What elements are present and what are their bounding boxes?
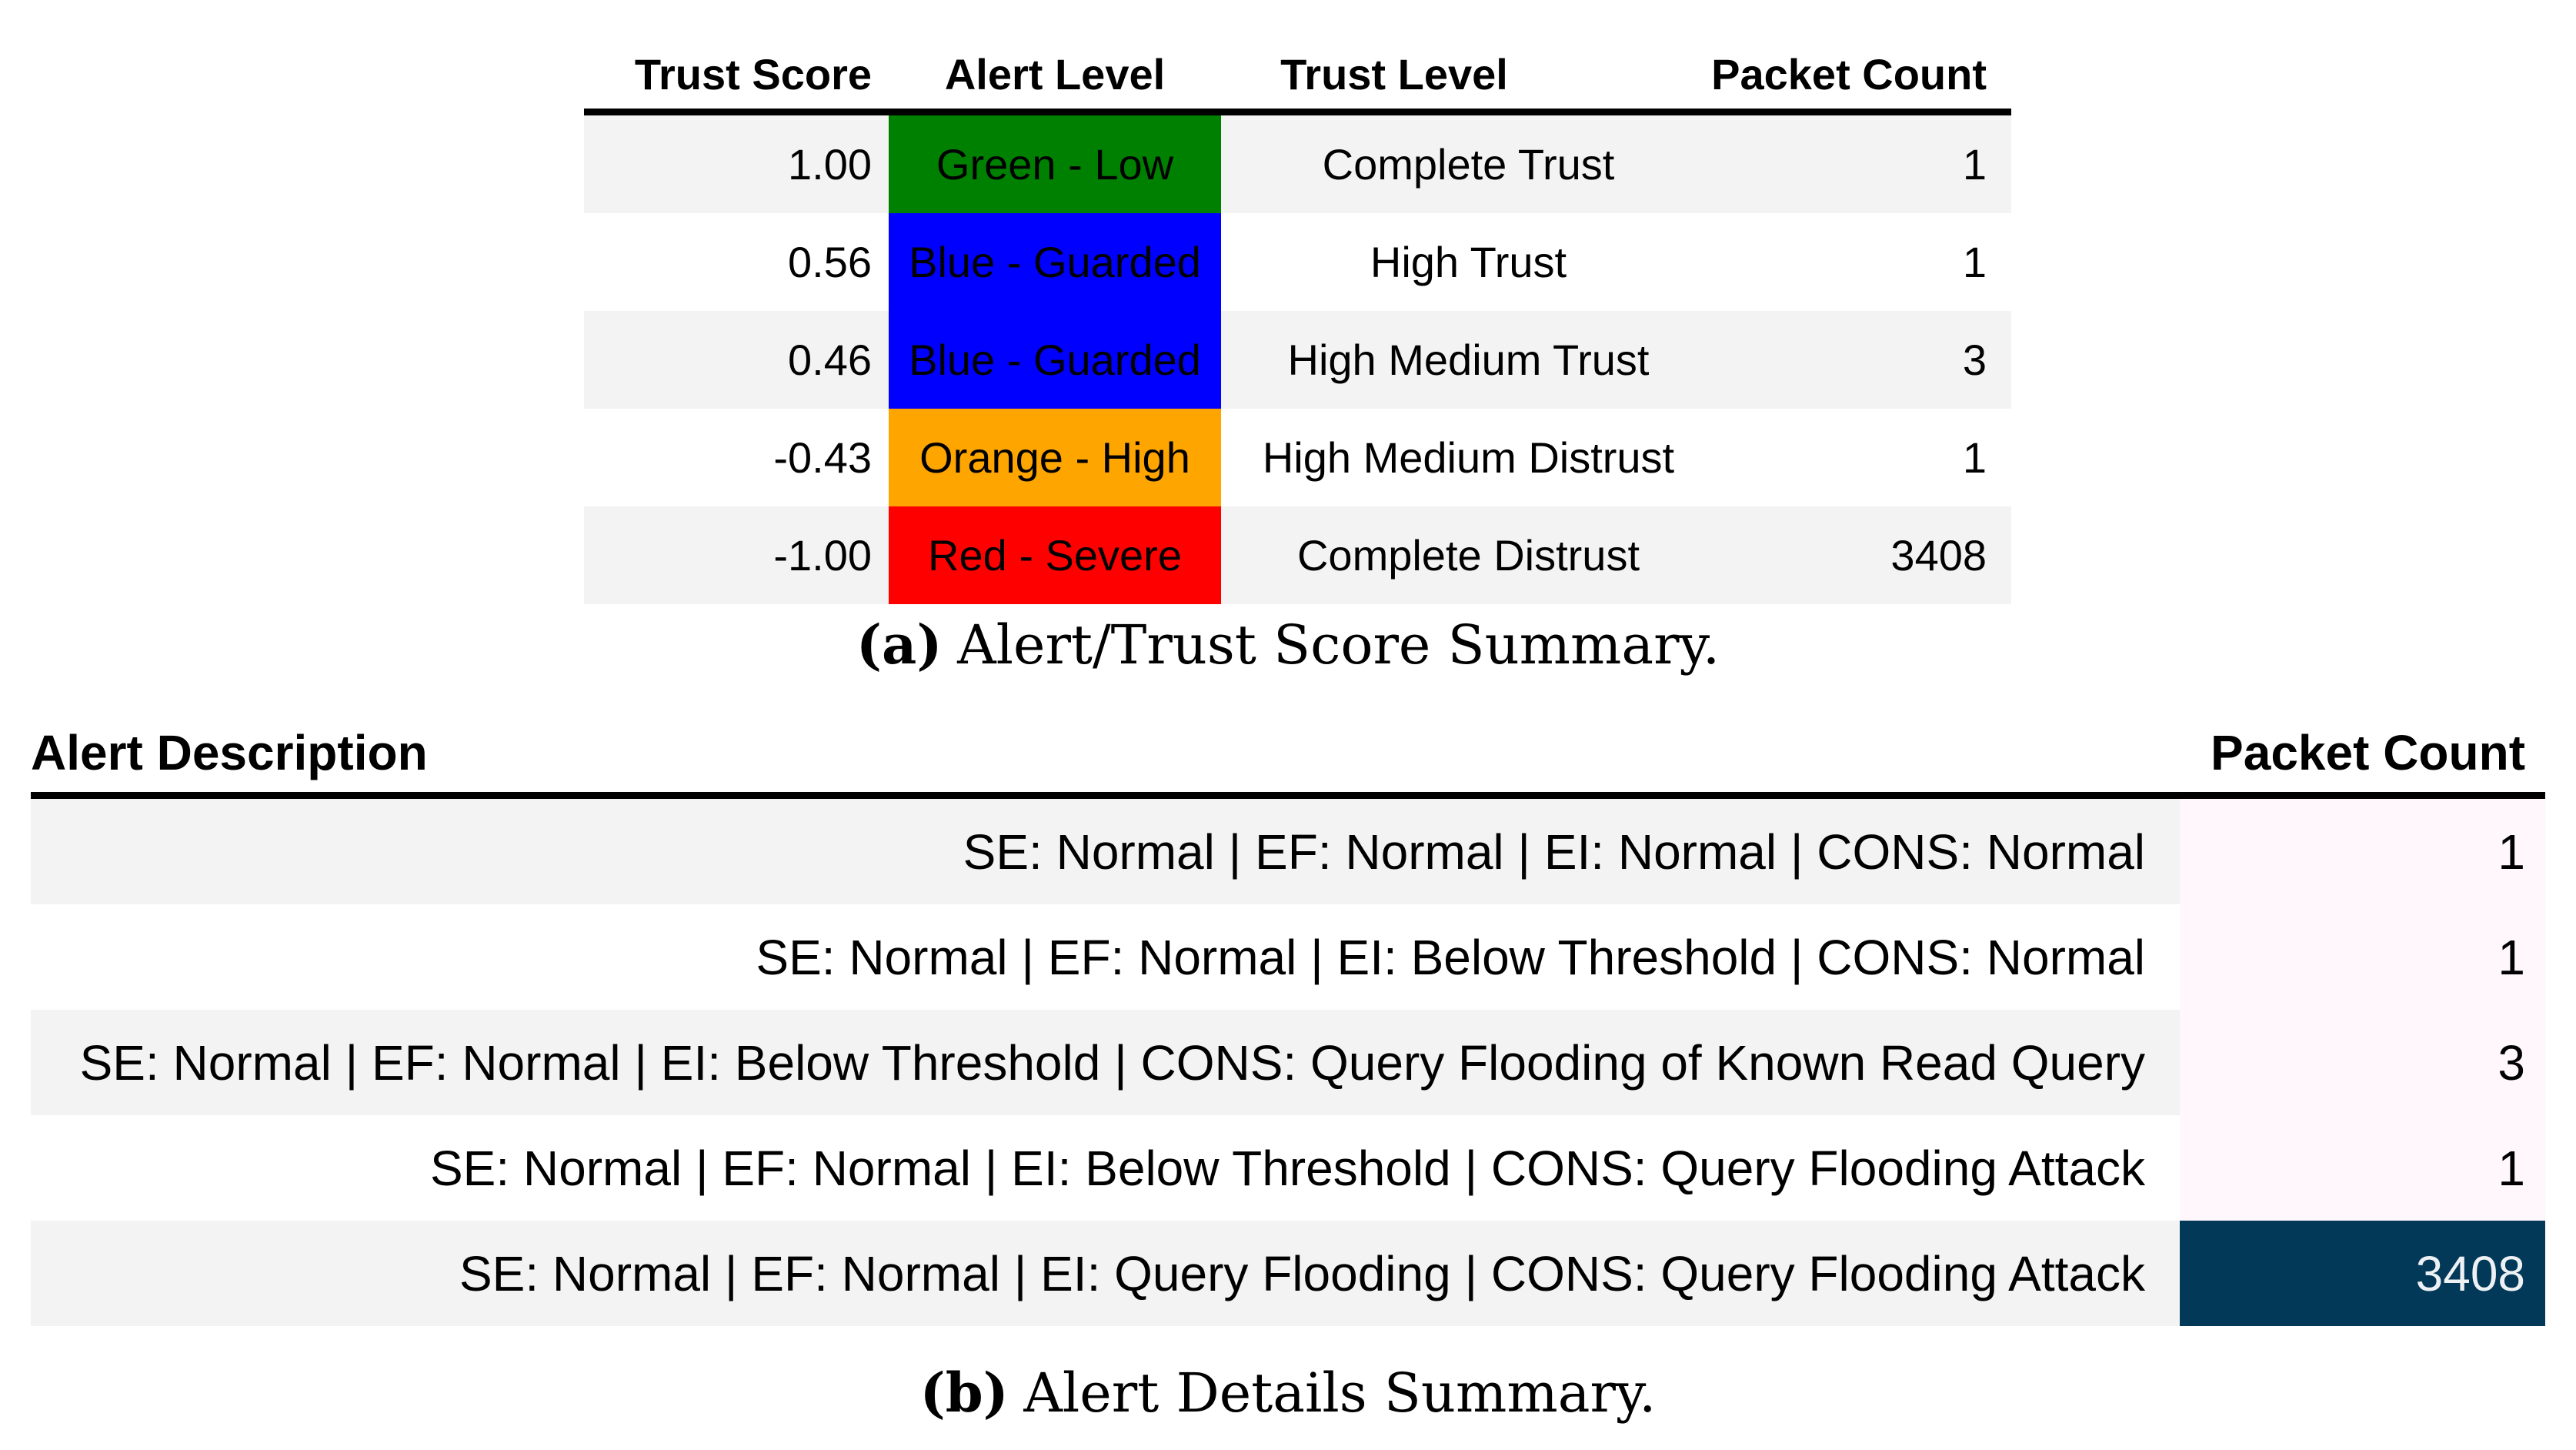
packet-count-cell: 3 xyxy=(2180,1010,2545,1115)
table-b-body: SE: Normal | EF: Normal | EI: Normal | C… xyxy=(31,799,2545,1326)
packet-count-cell: 1 xyxy=(2180,1115,2545,1221)
table-row: 0.56 Blue - Guarded High Trust 1 xyxy=(584,213,2011,311)
trust-score-cell: -1.00 xyxy=(773,531,872,580)
alert-description-cell: SE: Normal | EF: Normal | EI: Below Thre… xyxy=(756,929,2145,985)
figure-b-caption-text: Alert Details Summary. xyxy=(1023,1361,1657,1425)
table-row: SE: Normal | EF: Normal | EI: Below Thre… xyxy=(31,1010,2545,1115)
alert-level-cell: Orange - High xyxy=(889,409,1221,506)
table-row: SE: Normal | EF: Normal | EI: Below Thre… xyxy=(31,904,2545,1010)
figure-b-caption-label: (b) xyxy=(919,1361,1009,1425)
alert-level-cell: Blue - Guarded xyxy=(889,311,1221,409)
trust-level-cell: Complete Trust xyxy=(1322,140,1615,189)
trust-score-cell: 0.56 xyxy=(788,238,872,286)
table-row: -0.43 Orange - High High Medium Distrust… xyxy=(584,409,2011,506)
packet-count-cell: 1 xyxy=(1962,140,1987,189)
alert-details-summary-table: Alert Description Packet Count SE: Norma… xyxy=(31,695,2545,1326)
alert-description-cell: SE: Normal | EF: Normal | EI: Below Thre… xyxy=(79,1034,2145,1091)
alert-description-cell: SE: Normal | EF: Normal | EI: Normal | C… xyxy=(963,824,2145,880)
packet-count-cell: 1 xyxy=(1962,238,1987,286)
table-row: 1.00 Green - Low Complete Trust 1 xyxy=(584,115,2011,213)
trust-level-cell: Complete Distrust xyxy=(1296,531,1640,580)
trust-score-cell: -0.43 xyxy=(773,433,872,482)
alert-level-cell: Red - Severe xyxy=(889,506,1221,604)
column-header-packet-count: Packet Count xyxy=(1711,50,1987,99)
column-header-alert-description: Alert Description xyxy=(31,725,428,780)
column-header-packet-count: Packet Count xyxy=(2211,725,2525,780)
packet-count-cell: 3408 xyxy=(2180,1221,2545,1326)
trust-level-cell: High Medium Distrust xyxy=(1262,433,1675,482)
packet-count-cell: 1 xyxy=(2180,904,2545,1010)
alert-description-cell: SE: Normal | EF: Normal | EI: Below Thre… xyxy=(429,1140,2145,1196)
figure-a-caption-text: Alert/Trust Score Summary. xyxy=(957,613,1720,677)
packet-count-cell: 1 xyxy=(2180,799,2545,904)
table-row: SE: Normal | EF: Normal | EI: Below Thre… xyxy=(31,1115,2545,1221)
alert-level-cell: Blue - Guarded xyxy=(889,213,1221,311)
packet-count-cell: 1 xyxy=(1962,433,1987,482)
table-row: SE: Normal | EF: Normal | EI: Normal | C… xyxy=(31,799,2545,904)
figure-b-caption: (b) Alert Details Summary. xyxy=(0,1361,2576,1425)
figure-a-caption-label: (a) xyxy=(856,613,943,677)
table-a-header-row: Trust Score Alert Level Trust Level Pack… xyxy=(584,19,2011,115)
packet-count-cell: 3408 xyxy=(1890,531,1987,580)
trust-level-cell: High Trust xyxy=(1370,238,1567,286)
table-b-header-row: Alert Description Packet Count xyxy=(31,695,2545,799)
table-a-body: 1.00 Green - Low Complete Trust 1 0.56 B… xyxy=(584,115,2011,604)
trust-level-cell: High Medium Trust xyxy=(1287,336,1650,384)
trust-score-cell: 1.00 xyxy=(788,140,872,189)
figure-a-caption: (a) Alert/Trust Score Summary. xyxy=(0,613,2576,677)
column-header-trust-level: Trust Level xyxy=(1280,50,1508,99)
table-row: -1.00 Red - Severe Complete Distrust 340… xyxy=(584,506,2011,604)
alert-level-cell: Green - Low xyxy=(889,115,1221,213)
alert-description-cell: SE: Normal | EF: Normal | EI: Query Floo… xyxy=(459,1245,2145,1301)
column-header-trust-score: Trust Score xyxy=(634,50,872,99)
trust-score-cell: 0.46 xyxy=(788,336,872,384)
table-row: 0.46 Blue - Guarded High Medium Trust 3 xyxy=(584,311,2011,409)
alert-trust-score-summary-table: Trust Score Alert Level Trust Level Pack… xyxy=(584,19,2011,604)
packet-count-cell: 3 xyxy=(1962,336,1987,384)
table-row: SE: Normal | EF: Normal | EI: Query Floo… xyxy=(31,1221,2545,1326)
column-header-alert-level: Alert Level xyxy=(944,50,1166,99)
